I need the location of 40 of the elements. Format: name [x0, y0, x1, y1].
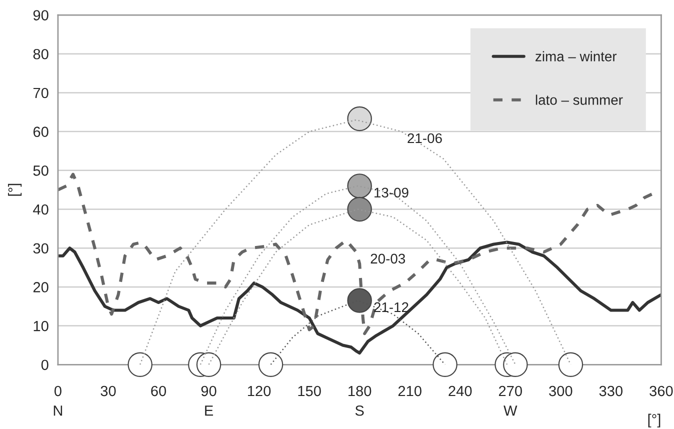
x-tick-label: 0 [54, 386, 62, 396]
y-tick-label: 10 [34, 320, 48, 332]
legend-label: lato – summer [536, 94, 623, 105]
text: S [355, 405, 364, 416]
point [432, 352, 458, 378]
point [258, 352, 284, 378]
line-series [58, 240, 662, 355]
annotation: 20-03 [370, 254, 406, 264]
x-tick-label: 180 [348, 386, 372, 396]
x-tick-label: 60 [151, 386, 166, 396]
y-tick-label: 50 [33, 166, 48, 176]
x-tick-label: 240 [448, 386, 472, 396]
x-axis-title: [°] [648, 414, 660, 428]
x-tick-label: 120 [248, 386, 271, 396]
x-tick-label: 30 [100, 386, 116, 396]
annotation: 13-09 [374, 188, 408, 198]
x-tick-label: 360 [650, 386, 673, 396]
x-tick-label: 270 [498, 386, 522, 396]
y-tick-label: 80 [33, 48, 48, 60]
annotation: 21-12 [374, 302, 408, 312]
y-tick-label: 70 [33, 88, 48, 98]
point [128, 352, 152, 378]
text: W [504, 406, 518, 416]
x-tick-label: 300 [549, 386, 572, 396]
x-tick-label: 150 [298, 386, 321, 396]
y-tick-label: 30 [33, 243, 48, 254]
annotation: 21-06 [408, 133, 442, 144]
point [558, 352, 584, 378]
legend-label: zima – winter [536, 51, 617, 62]
x-tick-label: 210 [398, 386, 422, 396]
text: E [205, 406, 214, 416]
y-tick-label: 0 [41, 360, 48, 370]
y-tick-label: 60 [33, 126, 48, 137]
y-tick-label: 40 [33, 204, 48, 215]
x-tick-label: 330 [599, 386, 623, 396]
y-axis-title: [°] [8, 184, 22, 196]
y-tick-label: 20 [33, 282, 48, 292]
text: N [54, 406, 62, 416]
y-tick-label: 90 [33, 10, 48, 20]
x-tick-label: 90 [201, 386, 216, 396]
